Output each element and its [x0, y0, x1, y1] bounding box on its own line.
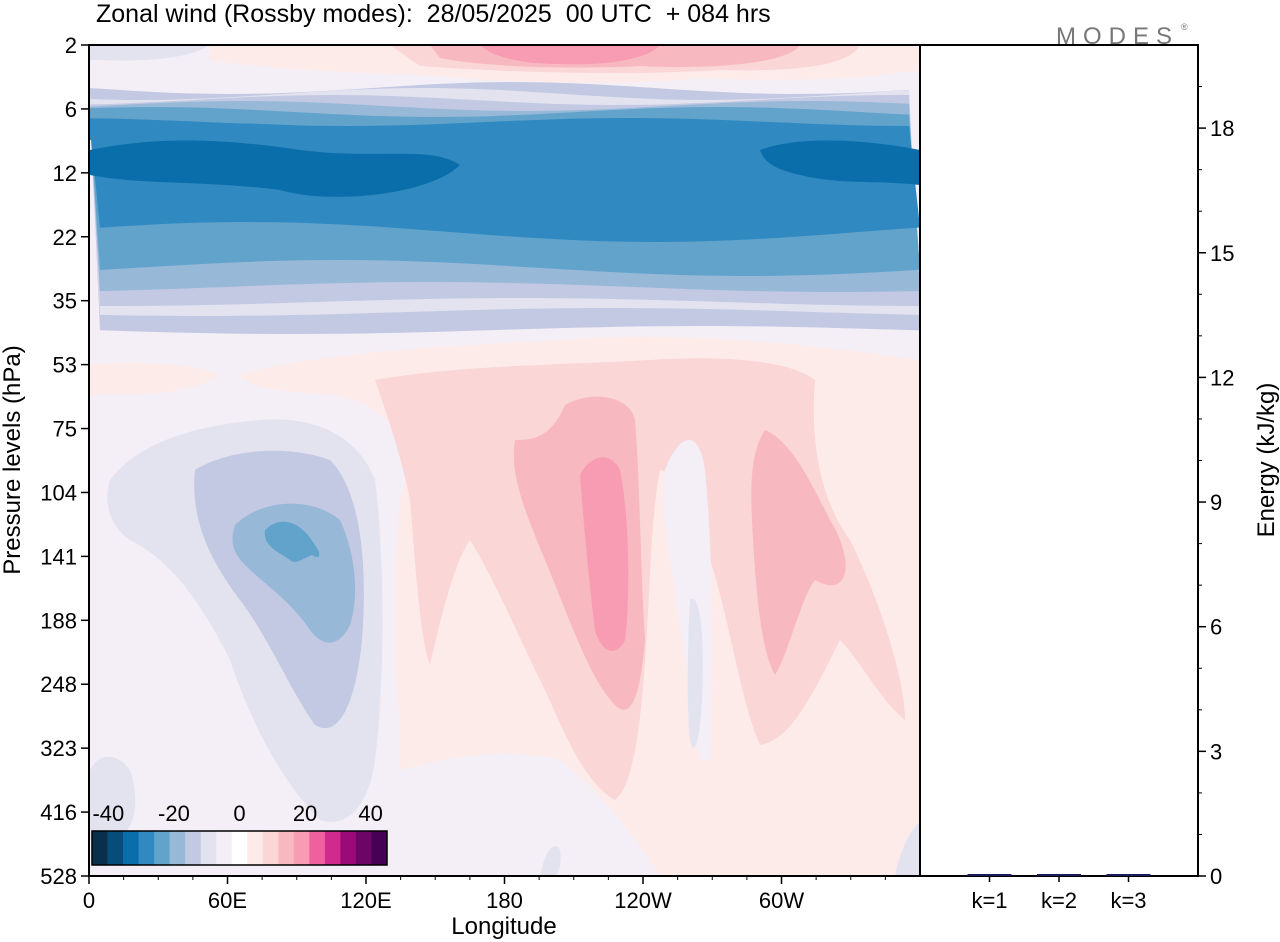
y-tick-label: 141	[40, 544, 77, 569]
y-tick-label: 35	[53, 289, 77, 314]
colorbar-tick-label: 20	[293, 801, 317, 826]
easterly-edge	[90, 122, 380, 140]
colorbar-swatch	[92, 831, 108, 865]
colorbar-tick-label: -40	[92, 801, 124, 826]
energy-frame	[919, 44, 1199, 877]
negative-core	[264, 521, 320, 563]
positive-lobe-east	[751, 430, 846, 675]
colorbar-swatch	[293, 831, 310, 865]
colorbar-swatch	[231, 831, 248, 865]
colorbar-swatch	[216, 831, 233, 865]
westerly-top-core	[480, 45, 660, 65]
energy-category-label: k=1	[971, 888, 1007, 913]
colorbar-tick-label: 0	[233, 801, 245, 826]
colorbar-swatch	[262, 831, 279, 865]
y-tick-label: 22	[53, 225, 77, 250]
top-left-region	[90, 45, 210, 61]
colorbar-frame	[91, 830, 388, 866]
energy-tick-label: 12	[1210, 365, 1234, 390]
y-tick-label: 416	[40, 800, 77, 825]
energy-tick-label: 9	[1210, 490, 1222, 515]
y-axis-label: Pressure levels (hPa)	[0, 345, 26, 574]
positive-core	[580, 457, 629, 651]
y-tick-label: 323	[40, 736, 77, 761]
y-tick-label: 528	[40, 864, 77, 889]
energy-tick-label: 18	[1210, 116, 1234, 141]
contour-regions	[90, 45, 920, 876]
negative-region-inner	[232, 503, 356, 643]
y-tick-label: 104	[40, 480, 77, 505]
negative-patch	[895, 822, 920, 876]
colorbar-swatch	[107, 831, 124, 865]
colorbar-swatch	[371, 831, 388, 865]
y-tick-label: 6	[65, 97, 77, 122]
colorbar: -40 -20 0 20 40	[91, 801, 388, 866]
energy-tick-label: 3	[1210, 739, 1222, 764]
y-tick-label: 53	[53, 353, 77, 378]
y-axis: 2 6 12 22 35 53 75 104 141 188 248 323 416 528	[40, 33, 89, 889]
colorbar-tick-label: -20	[158, 801, 190, 826]
colorbar-swatch	[309, 831, 326, 865]
positive-region-outer	[90, 363, 220, 395]
x-tick-label: 120W	[614, 888, 672, 913]
colorbar-swatch	[200, 831, 217, 865]
x-tick-label: 60W	[759, 888, 804, 913]
chart-title: Zonal wind (Rossby modes): 28/05/2025 00…	[96, 0, 771, 28]
logo-trademark: ®	[1181, 22, 1188, 32]
energy-axis-label: Energy (kJ/kg)	[1253, 383, 1280, 538]
colorbar-swatch	[154, 831, 171, 865]
x-tick-label: 180	[486, 888, 523, 913]
easterly-bands	[89, 82, 920, 334]
energy-tick-label: 15	[1210, 241, 1234, 266]
easterly-core	[90, 140, 460, 197]
energy-tick-label: 6	[1210, 615, 1222, 640]
energy-bar	[967, 874, 1012, 876]
energy-bar	[1106, 874, 1151, 876]
zonal-wind-heatmap	[89, 45, 920, 876]
easterly-core	[760, 140, 920, 185]
colorbar-swatch	[324, 831, 341, 865]
colorbar-swatch	[340, 831, 357, 865]
energy-tick-label: 0	[1210, 864, 1222, 889]
energy-category-label: k=2	[1041, 888, 1077, 913]
y-tick-label: 2	[65, 33, 77, 58]
negative-patch	[540, 846, 561, 876]
y-tick-label: 188	[40, 608, 77, 633]
colorbar-swatch	[169, 831, 186, 865]
x-axis: 0 60E 120E 180 120W 60W	[83, 876, 886, 913]
x-tick-label: 0	[83, 888, 95, 913]
easterly-band	[89, 118, 920, 242]
negative-corner	[90, 756, 136, 840]
energy-bar	[1037, 874, 1081, 876]
colorbar-tick-label: 40	[358, 801, 382, 826]
x-axis-label: Longitude	[451, 913, 556, 940]
y-tick-label: 75	[53, 417, 77, 442]
y-tick-label: 248	[40, 672, 77, 697]
colorbar-swatch	[355, 831, 372, 865]
faint-negative	[687, 598, 703, 748]
colorbar-swatch	[185, 831, 202, 865]
colorbar-swatch	[278, 831, 295, 865]
y-tick-label: 12	[53, 161, 77, 186]
x-tick-label: 120E	[340, 888, 391, 913]
colorbar-swatch	[247, 831, 264, 865]
energy-panel: 0 3 6 9 12 15 18 k=1 k=2 k=3	[919, 44, 1234, 913]
colorbar-swatch	[123, 831, 139, 865]
energy-category-label: k=3	[1110, 888, 1146, 913]
colorbar-swatch	[138, 831, 155, 865]
x-tick-label: 60E	[208, 888, 247, 913]
